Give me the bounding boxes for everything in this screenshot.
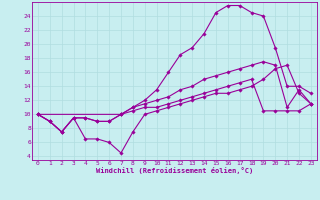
X-axis label: Windchill (Refroidissement éolien,°C): Windchill (Refroidissement éolien,°C): [96, 168, 253, 174]
